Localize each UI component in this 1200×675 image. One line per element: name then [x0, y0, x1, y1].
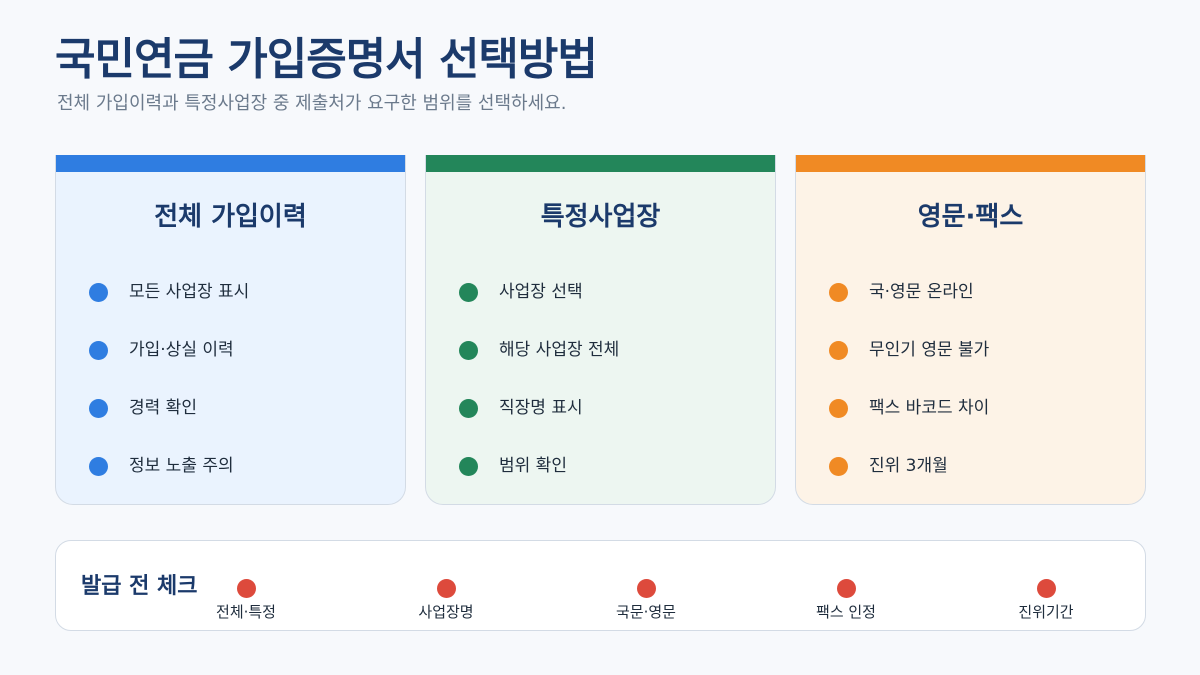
list-item: 국·영문 온라인	[829, 277, 1135, 335]
list-item-label: 정보 노출 주의	[129, 456, 234, 476]
step-label: 사업장명	[418, 603, 474, 621]
list-item-label: 팩스 바코드 차이	[869, 398, 990, 418]
list-item-label: 직장명 표시	[499, 398, 583, 418]
list-item: 진위 3개월	[829, 451, 1135, 504]
list-item-label: 사업장 선택	[499, 282, 583, 302]
card-title: 특정사업장	[540, 202, 661, 232]
bullet-dot-icon	[829, 399, 848, 418]
card-full-history: 전체 가입이력 모든 사업장 표시 가입·상실 이력 경력 확인 정보 노출 주…	[55, 155, 406, 505]
bullet-dot-icon	[89, 341, 108, 360]
bullet-dot-icon	[459, 341, 478, 360]
step-label: 국문·영문	[616, 603, 676, 621]
option-cards: 전체 가입이력 모든 사업장 표시 가입·상실 이력 경력 확인 정보 노출 주…	[55, 155, 1146, 505]
bullet-dot-icon	[459, 399, 478, 418]
list-item: 사업장 선택	[459, 277, 765, 335]
list-item-label: 무인기 영문 불가	[869, 340, 990, 360]
card-english-fax: 영문·팩스 국·영문 온라인 무인기 영문 불가 팩스 바코드 차이 진위 3개…	[795, 155, 1146, 505]
list-item: 가입·상실 이력	[89, 335, 395, 393]
page-subtitle: 전체 가입이력과 특정사업장 중 제출처가 요구한 범위를 선택하세요.	[57, 93, 567, 114]
list-item: 팩스 바코드 차이	[829, 393, 1135, 451]
step-label: 전체·특정	[216, 603, 276, 621]
list-item: 모든 사업장 표시	[89, 277, 395, 335]
list-item-label: 진위 3개월	[869, 456, 948, 476]
bullet-dot-icon	[89, 457, 108, 476]
checklist-step: 전체·특정	[166, 579, 326, 622]
bullet-dot-icon	[89, 399, 108, 418]
list-item-label: 경력 확인	[129, 398, 197, 418]
list-item: 직장명 표시	[459, 393, 765, 451]
bullet-dot-icon	[829, 341, 848, 360]
card-accent-bar	[426, 155, 775, 172]
pre-issue-checklist: 발급 전 체크 전체·특정 사업장명 국문·영문 팩스 인정 진위기간	[55, 540, 1146, 631]
card-item-list: 사업장 선택 해당 사업장 전체 직장명 표시 범위 확인	[459, 277, 765, 504]
bullet-dot-icon	[459, 457, 478, 476]
checklist-step: 사업장명	[366, 579, 526, 622]
card-accent-bar	[56, 155, 405, 172]
step-label: 진위기간	[1018, 603, 1074, 621]
step-dot-icon	[436, 579, 456, 598]
card-title: 전체 가입이력	[154, 202, 307, 232]
page-title: 국민연금 가입증명서 선택방법	[55, 34, 598, 85]
step-dot-icon	[1036, 579, 1056, 598]
card-accent-bar	[796, 155, 1145, 172]
step-dot-icon	[236, 579, 256, 598]
card-specific-workplace: 특정사업장 사업장 선택 해당 사업장 전체 직장명 표시 범위 확인	[425, 155, 776, 505]
list-item: 무인기 영문 불가	[829, 335, 1135, 393]
card-item-list: 국·영문 온라인 무인기 영문 불가 팩스 바코드 차이 진위 3개월	[829, 277, 1135, 504]
bullet-dot-icon	[829, 283, 848, 302]
list-item-label: 국·영문 온라인	[869, 282, 974, 302]
list-item-label: 범위 확인	[499, 456, 567, 476]
checklist-title: 발급 전 체크	[81, 574, 198, 599]
card-title: 영문·팩스	[917, 202, 1024, 232]
checklist-step: 국문·영문	[566, 579, 726, 622]
list-item: 정보 노출 주의	[89, 451, 395, 504]
card-item-list: 모든 사업장 표시 가입·상실 이력 경력 확인 정보 노출 주의	[89, 277, 395, 504]
checklist-step: 진위기간	[966, 579, 1126, 622]
bullet-dot-icon	[829, 457, 848, 476]
bullet-dot-icon	[89, 283, 108, 302]
list-item-label: 해당 사업장 전체	[499, 340, 620, 360]
list-item-label: 모든 사업장 표시	[129, 282, 250, 302]
step-dot-icon	[836, 579, 856, 598]
step-label: 팩스 인정	[816, 603, 876, 621]
step-dot-icon	[636, 579, 656, 598]
bullet-dot-icon	[459, 283, 478, 302]
list-item: 범위 확인	[459, 451, 765, 504]
list-item-label: 가입·상실 이력	[129, 340, 234, 360]
list-item: 해당 사업장 전체	[459, 335, 765, 393]
checklist-step: 팩스 인정	[766, 579, 926, 622]
list-item: 경력 확인	[89, 393, 395, 451]
